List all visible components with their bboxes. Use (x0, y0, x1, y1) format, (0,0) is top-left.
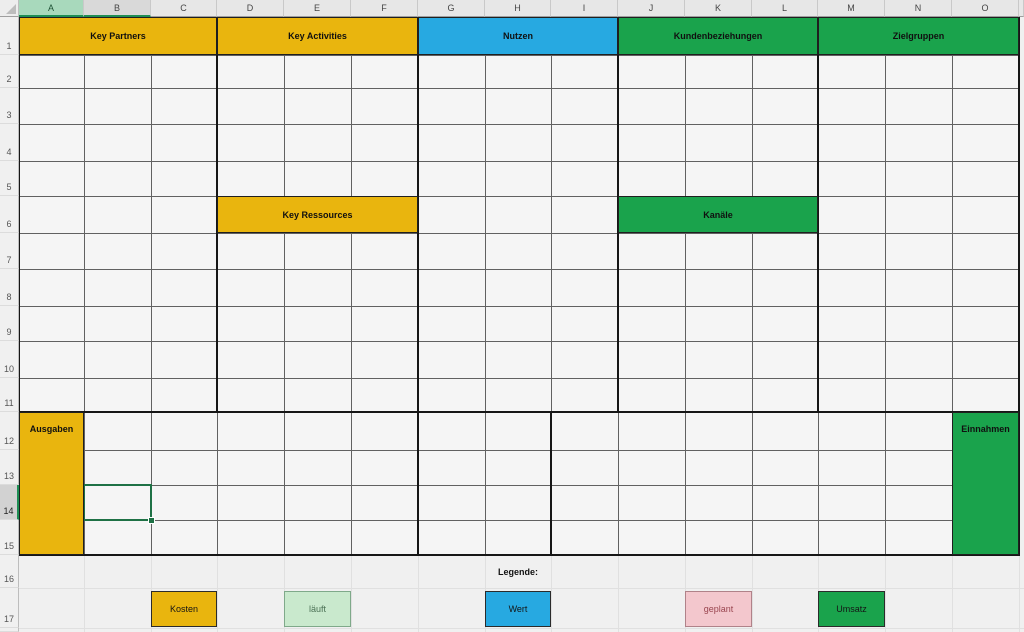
section-border-h (19, 411, 1019, 413)
gridline-h (19, 450, 1019, 451)
gridline-h (19, 196, 1019, 197)
column-header-M[interactable]: M (818, 0, 885, 17)
faint-gridline-v (217, 555, 218, 632)
column-header-F[interactable]: F (351, 0, 418, 17)
faint-gridline-v (551, 555, 552, 632)
section-border-v (817, 17, 819, 412)
row-header-2[interactable]: 2 (0, 55, 19, 88)
gridline-v (685, 17, 686, 555)
column-header-L[interactable]: L (752, 0, 818, 17)
gridline-h (19, 161, 1019, 162)
cell-block-ausgaben[interactable]: Ausgaben (19, 412, 84, 555)
row-header-7[interactable]: 7 (0, 233, 19, 269)
cell-block-kundenbeziehungen[interactable]: Kundenbeziehungen (618, 17, 818, 55)
sheet-grid[interactable] (19, 17, 1019, 555)
cell-block-einnahmen[interactable]: Einnahmen (952, 412, 1019, 555)
faint-gridline-v (1019, 555, 1020, 632)
legend-title[interactable]: Legende: (497, 566, 538, 577)
gridline-h (19, 378, 1019, 379)
column-header-E[interactable]: E (284, 0, 351, 17)
gridline-v (952, 17, 953, 555)
gridline-v (284, 17, 285, 555)
column-header-G[interactable]: G (418, 0, 485, 17)
row-header-17[interactable]: 17 (0, 588, 19, 628)
legend-item-geplant[interactable]: geplant (685, 591, 752, 627)
cell-block-nutzen[interactable]: Nutzen (418, 17, 618, 55)
column-header-I[interactable]: I (551, 0, 618, 17)
faint-gridline-v (418, 555, 419, 632)
gridline-h (19, 124, 1019, 125)
row-header-4[interactable]: 4 (0, 124, 19, 161)
column-header-C[interactable]: C (151, 0, 217, 17)
column-header-H[interactable]: H (485, 0, 551, 17)
cell-block-key-activities[interactable]: Key Activities (217, 17, 418, 55)
faint-gridline-v (885, 555, 886, 632)
row-header-15[interactable]: 15 (0, 520, 19, 555)
gridline-h (19, 233, 1019, 234)
faint-gridline-v (952, 555, 953, 632)
gridline-h (19, 269, 1019, 270)
faint-gridline-v (752, 555, 753, 632)
column-header-A[interactable]: A (19, 0, 84, 17)
gridline-h (19, 520, 1019, 521)
column-header-O[interactable]: O (952, 0, 1019, 17)
row-header-11[interactable]: 11 (0, 378, 19, 412)
gridline-h (19, 88, 1019, 89)
legend-item-umsatz[interactable]: Umsatz (818, 591, 885, 627)
active-cell-selection[interactable] (83, 484, 152, 521)
cell-block-key-partners[interactable]: Key Partners (19, 17, 217, 55)
gridline-v (885, 17, 886, 555)
row-header-16[interactable]: 16 (0, 555, 19, 588)
gridline-v (84, 17, 85, 555)
faint-gridline-h (19, 628, 1024, 629)
cell-block-key-ressources[interactable]: Key Ressources (217, 196, 418, 233)
column-header-J[interactable]: J (618, 0, 685, 17)
gridline-v (351, 17, 352, 555)
row-header-partial[interactable] (0, 628, 19, 632)
row-header-14[interactable]: 14 (0, 485, 19, 520)
row-header-12[interactable]: 12 (0, 412, 19, 450)
gridline-v (551, 17, 552, 555)
row-header-13[interactable]: 13 (0, 450, 19, 485)
legend-item-wert[interactable]: Wert (485, 591, 551, 627)
column-header-B[interactable]: B (84, 0, 151, 17)
gridline-v (752, 17, 753, 555)
gridline-v (151, 17, 152, 555)
select-all-triangle-icon (6, 4, 16, 14)
column-header-N[interactable]: N (885, 0, 952, 17)
row-header-1[interactable]: 1 (0, 17, 19, 55)
gridline-h (19, 485, 1019, 486)
legend-item-laeuft[interactable]: läuft (284, 591, 351, 627)
select-all-corner[interactable] (0, 0, 19, 17)
gridline-h (19, 341, 1019, 342)
fill-handle[interactable] (148, 517, 155, 524)
section-border-v (417, 17, 419, 555)
column-header-K[interactable]: K (685, 0, 752, 17)
row-header-9[interactable]: 9 (0, 306, 19, 341)
row-header-5[interactable]: 5 (0, 161, 19, 196)
row-header-6[interactable]: 6 (0, 196, 19, 233)
gridline-h (19, 55, 1019, 56)
legend-item-kosten[interactable]: Kosten (151, 591, 217, 627)
faint-gridline-v (351, 555, 352, 632)
cell-block-kanaele[interactable]: Kanäle (618, 196, 818, 233)
cell-block-zielgruppen[interactable]: Zielgruppen (818, 17, 1019, 55)
gridline-v (485, 17, 486, 555)
column-header-D[interactable]: D (217, 0, 284, 17)
row-header-8[interactable]: 8 (0, 269, 19, 306)
faint-gridline-v (618, 555, 619, 632)
section-border-v (550, 412, 552, 555)
faint-gridline-v (84, 555, 85, 632)
faint-gridline-h (19, 588, 1024, 589)
row-header-10[interactable]: 10 (0, 341, 19, 378)
gridline-h (19, 306, 1019, 307)
row-header-3[interactable]: 3 (0, 88, 19, 124)
column-header-partial[interactable] (1019, 0, 1024, 17)
